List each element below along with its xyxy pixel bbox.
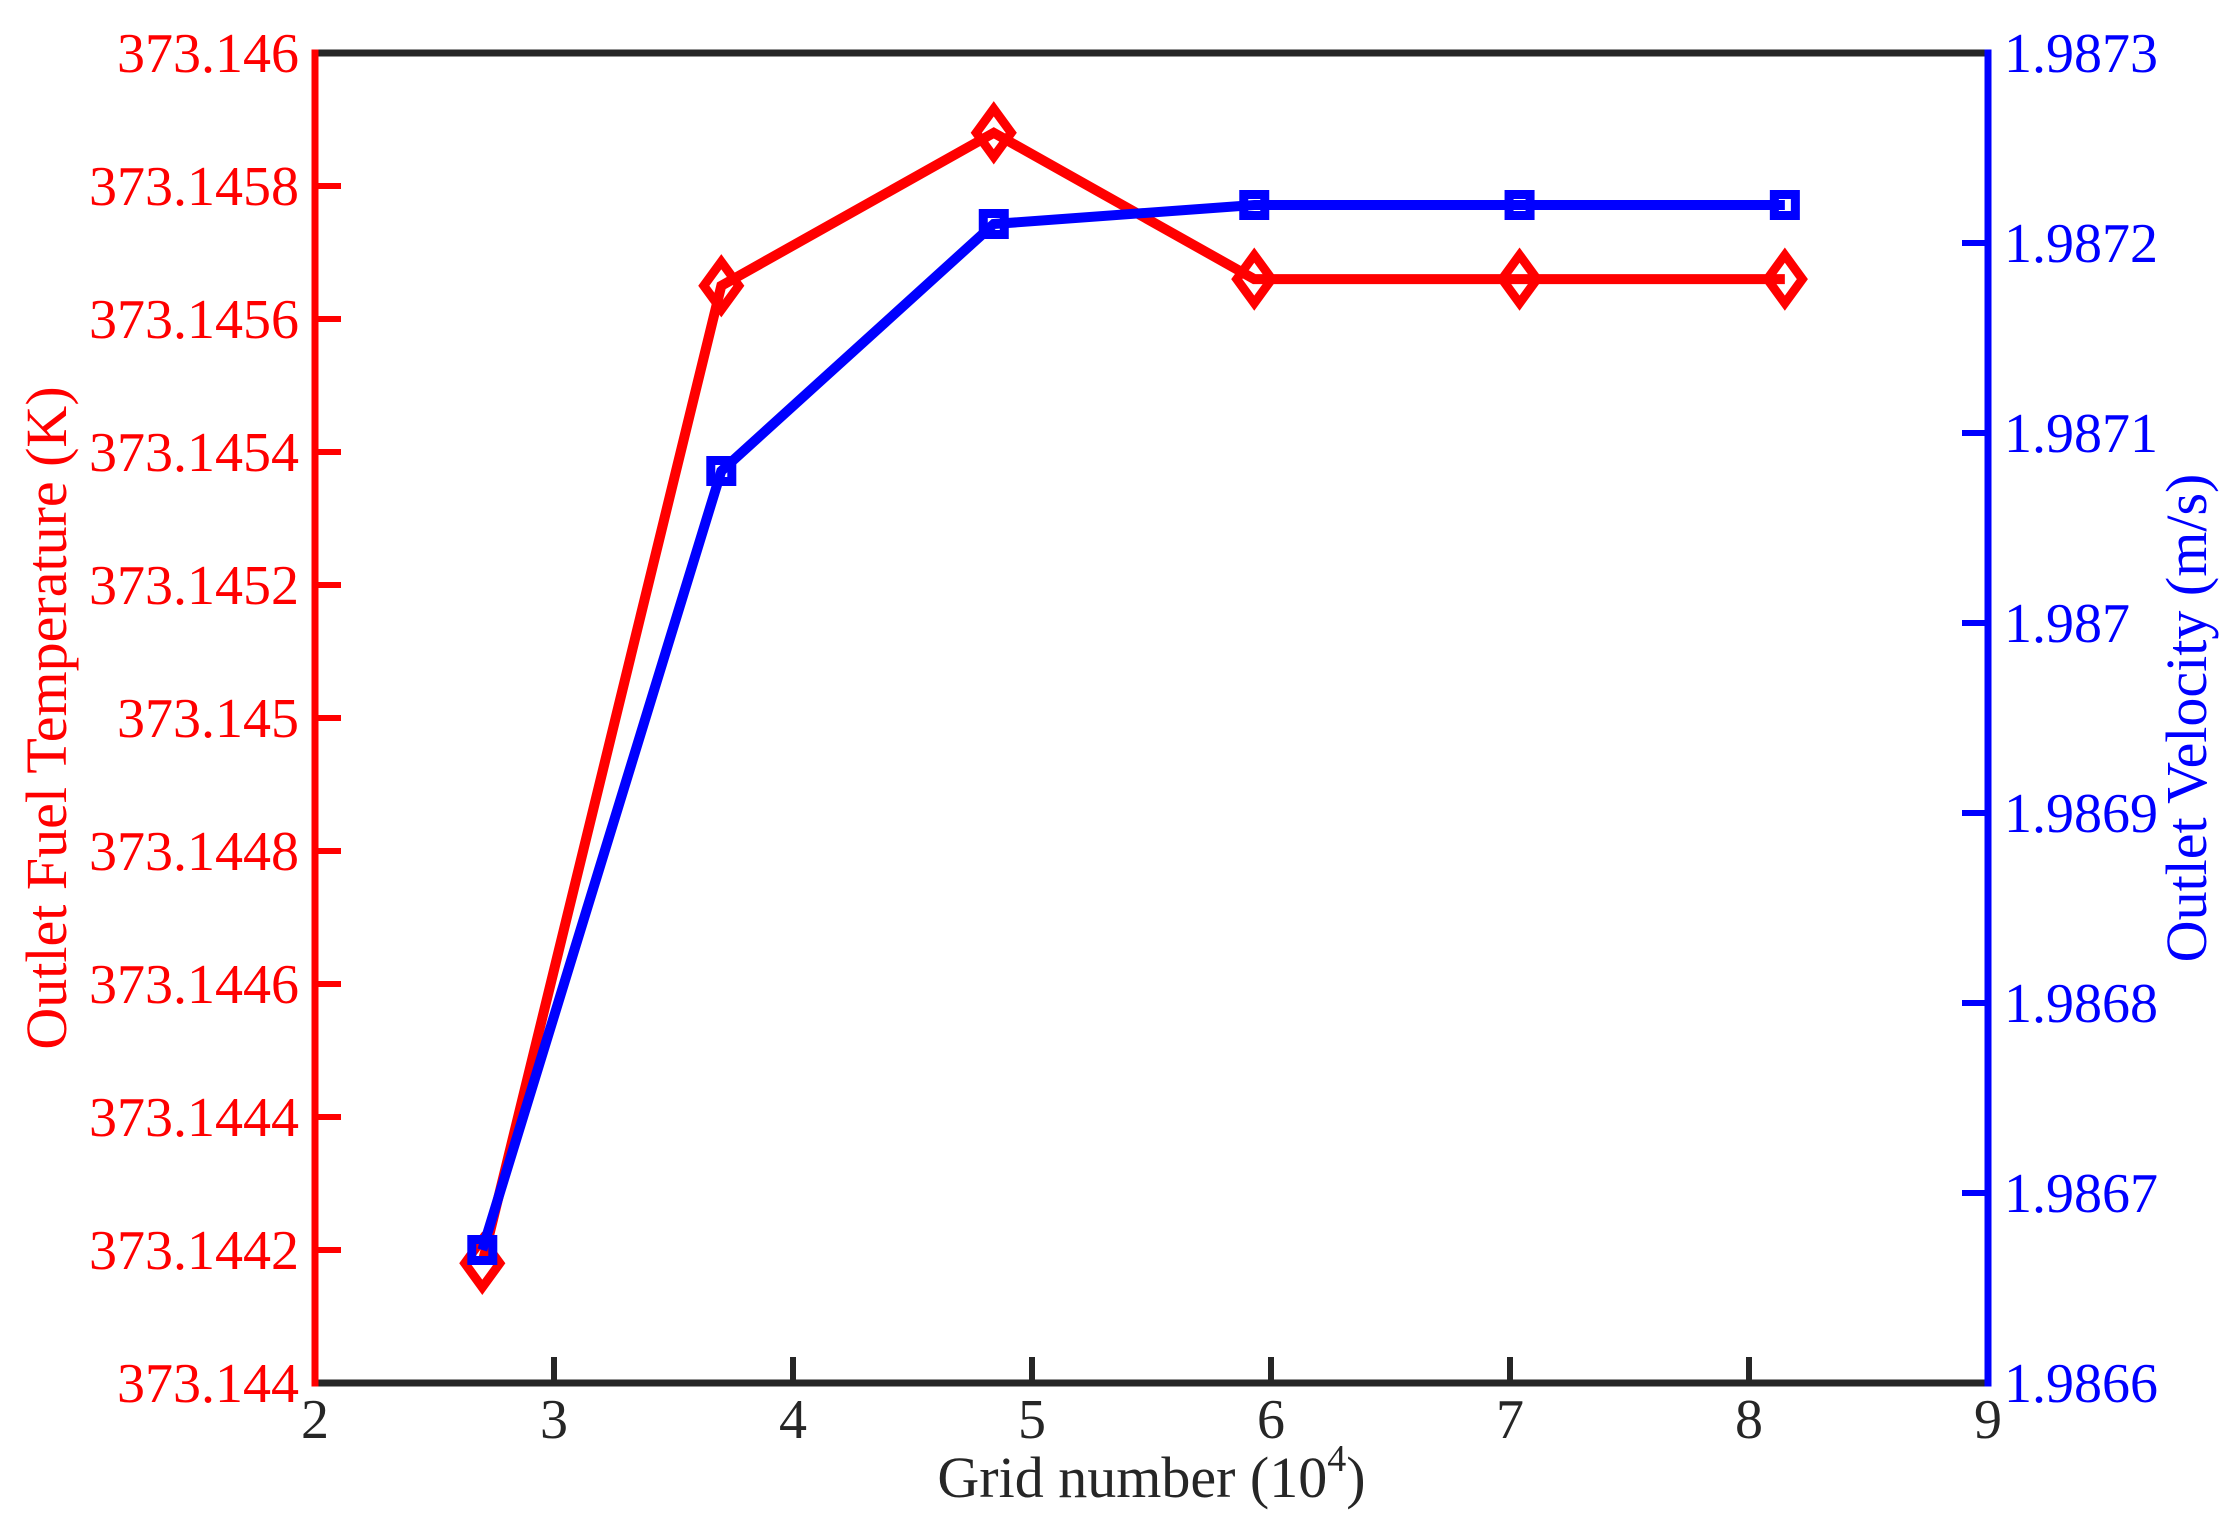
diamond-marker [1761, 247, 1808, 311]
left-tick-label: 373.1454 [89, 422, 299, 484]
x-axis-title: Grid number (104) [937, 1438, 1365, 1510]
square-marker [1239, 190, 1270, 220]
x-tick-label: 5 [1018, 1389, 1046, 1451]
right-tick-label: 1.9866 [2004, 1353, 2158, 1415]
left-tick-label: 373.1444 [89, 1087, 299, 1149]
diamond-marker [698, 254, 745, 318]
right-tick-label: 1.9871 [2004, 403, 2158, 465]
square-marker [978, 209, 1009, 239]
square-marker [1504, 190, 1535, 220]
square-marker [706, 456, 737, 486]
right-tick-label: 1.9868 [2004, 973, 2158, 1035]
left-tick-label: 373.1446 [89, 954, 299, 1016]
left-tick-label: 373.144 [117, 1353, 299, 1415]
right-tick-label: 1.9867 [2004, 1163, 2158, 1225]
right-tick-label: 1.987 [2004, 593, 2130, 655]
left-tick-label: 373.146 [117, 23, 299, 85]
right-tick-label: 1.9873 [2004, 23, 2158, 85]
left-tick-label: 373.1458 [89, 156, 299, 218]
outlet-velocity-line [477, 200, 1785, 1252]
diamond-marker [1496, 247, 1543, 311]
square-marker [1769, 190, 1800, 220]
left-tick-label: 373.145 [117, 688, 299, 750]
x-tick-label: 4 [779, 1389, 807, 1451]
x-tick-label: 7 [1496, 1389, 1524, 1451]
x-tick-label: 3 [540, 1389, 568, 1451]
x-tick-label: 2 [301, 1389, 329, 1451]
x-tick-label: 6 [1257, 1389, 1285, 1451]
right-axis-title: Outlet Velocity (m/s) [2154, 474, 2219, 963]
right-tick-label: 1.9869 [2004, 783, 2158, 845]
right-tick-label: 1.9872 [2004, 213, 2158, 275]
outlet-fuel-temperature-line [477, 127, 1785, 1265]
square-marker [467, 1235, 498, 1265]
left-tick-label: 373.1456 [89, 289, 299, 351]
diamond-marker [1231, 247, 1278, 311]
left-tick-label: 373.1442 [89, 1220, 299, 1282]
left-tick-label: 373.1452 [89, 555, 299, 617]
x-tick-label: 9 [1974, 1389, 2002, 1451]
x-tick-label: 8 [1735, 1389, 1763, 1451]
left-axis-title: Outlet Fuel Temperature (K) [14, 386, 79, 1049]
left-tick-label: 373.1448 [89, 821, 299, 883]
diamond-marker [970, 101, 1017, 165]
